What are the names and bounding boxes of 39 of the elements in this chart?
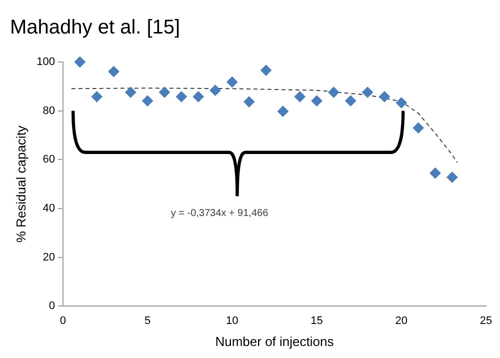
- point: [430, 168, 441, 179]
- point: [345, 95, 356, 106]
- point: [362, 86, 374, 98]
- y-tick-label: 100: [36, 56, 55, 68]
- point: [158, 86, 170, 98]
- x-tick-label: 5: [144, 314, 151, 327]
- point: [91, 91, 102, 102]
- x-axis-title: Number of injections: [215, 334, 334, 349]
- point: [74, 56, 86, 68]
- x-tick-label: 10: [226, 314, 238, 327]
- point: [378, 91, 390, 102]
- point: [396, 97, 407, 108]
- point: [260, 64, 272, 76]
- point: [244, 96, 255, 108]
- y-axis-title: % Residual capacity: [13, 125, 28, 243]
- point: [277, 106, 288, 117]
- x-tick-label: 15: [310, 314, 323, 327]
- annotation: y = -0,3734x + 91,466: [170, 208, 269, 219]
- chart-title: Mahadhy et al. [15]: [10, 16, 180, 39]
- y-tick-label: 0: [48, 300, 55, 312]
- point: [226, 76, 238, 88]
- point: [294, 91, 306, 102]
- point: [412, 122, 424, 134]
- point: [192, 91, 204, 102]
- point: [176, 91, 187, 102]
- y-tick-label: 40: [42, 202, 55, 215]
- point: [108, 66, 120, 78]
- point: [142, 95, 154, 106]
- x-tick-label: 25: [480, 314, 492, 327]
- point: [210, 84, 221, 96]
- point: [311, 95, 322, 106]
- y-tick-label: 60: [42, 154, 55, 166]
- point: [446, 172, 458, 183]
- point: [125, 86, 136, 98]
- x-tick-label: 0: [60, 314, 66, 327]
- y-tick-label: 80: [42, 104, 55, 117]
- point: [328, 86, 340, 98]
- x-tick-label: 20: [395, 314, 408, 327]
- y-tick-label: 20: [42, 251, 55, 264]
